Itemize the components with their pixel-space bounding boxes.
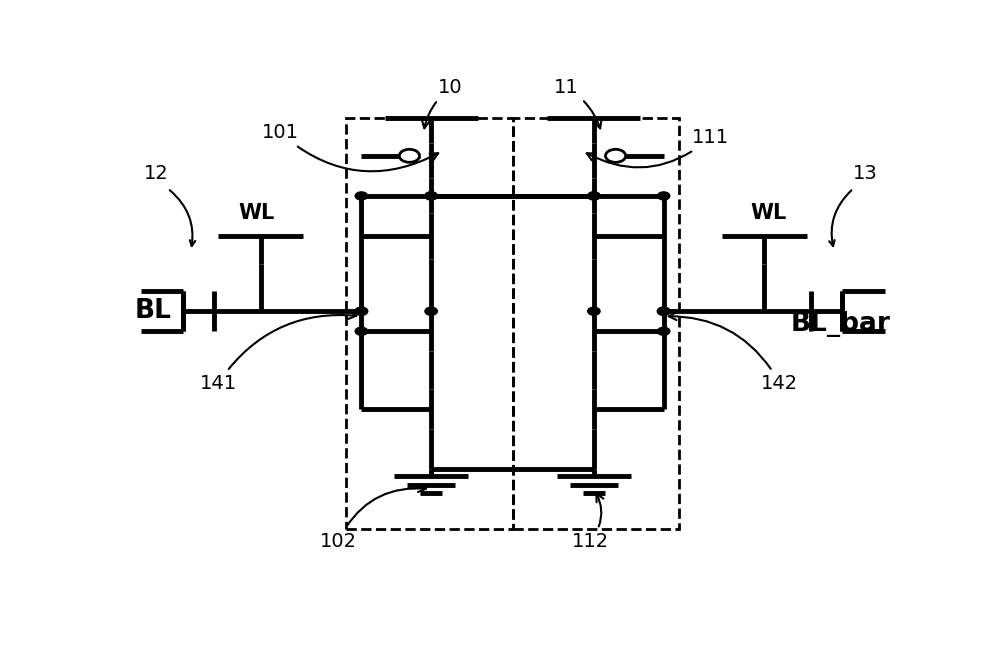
Text: 111: 111	[587, 128, 729, 167]
Circle shape	[657, 307, 670, 315]
Circle shape	[588, 192, 600, 200]
Text: 102: 102	[320, 484, 426, 551]
Text: 142: 142	[669, 312, 798, 393]
Text: 101: 101	[262, 123, 438, 171]
Text: WL: WL	[239, 204, 275, 223]
Circle shape	[355, 307, 368, 315]
Circle shape	[355, 307, 368, 315]
Bar	[346, 118, 512, 529]
Circle shape	[606, 149, 626, 162]
Circle shape	[657, 307, 670, 315]
Circle shape	[588, 307, 600, 315]
Text: 13: 13	[853, 164, 878, 183]
Circle shape	[355, 192, 368, 200]
Text: BL_bar: BL_bar	[791, 311, 891, 337]
Text: BL: BL	[134, 298, 171, 324]
Text: 12: 12	[144, 164, 168, 183]
Bar	[512, 118, 679, 529]
Text: 11: 11	[554, 78, 602, 128]
Text: 141: 141	[199, 311, 356, 393]
Text: 112: 112	[571, 493, 609, 551]
Text: 10: 10	[422, 78, 463, 128]
Circle shape	[657, 327, 670, 335]
Circle shape	[588, 192, 600, 200]
Circle shape	[657, 192, 670, 200]
Circle shape	[425, 192, 437, 200]
Circle shape	[399, 149, 420, 162]
Circle shape	[425, 192, 437, 200]
Text: WL: WL	[750, 204, 786, 223]
Circle shape	[425, 307, 437, 315]
Circle shape	[355, 327, 368, 335]
